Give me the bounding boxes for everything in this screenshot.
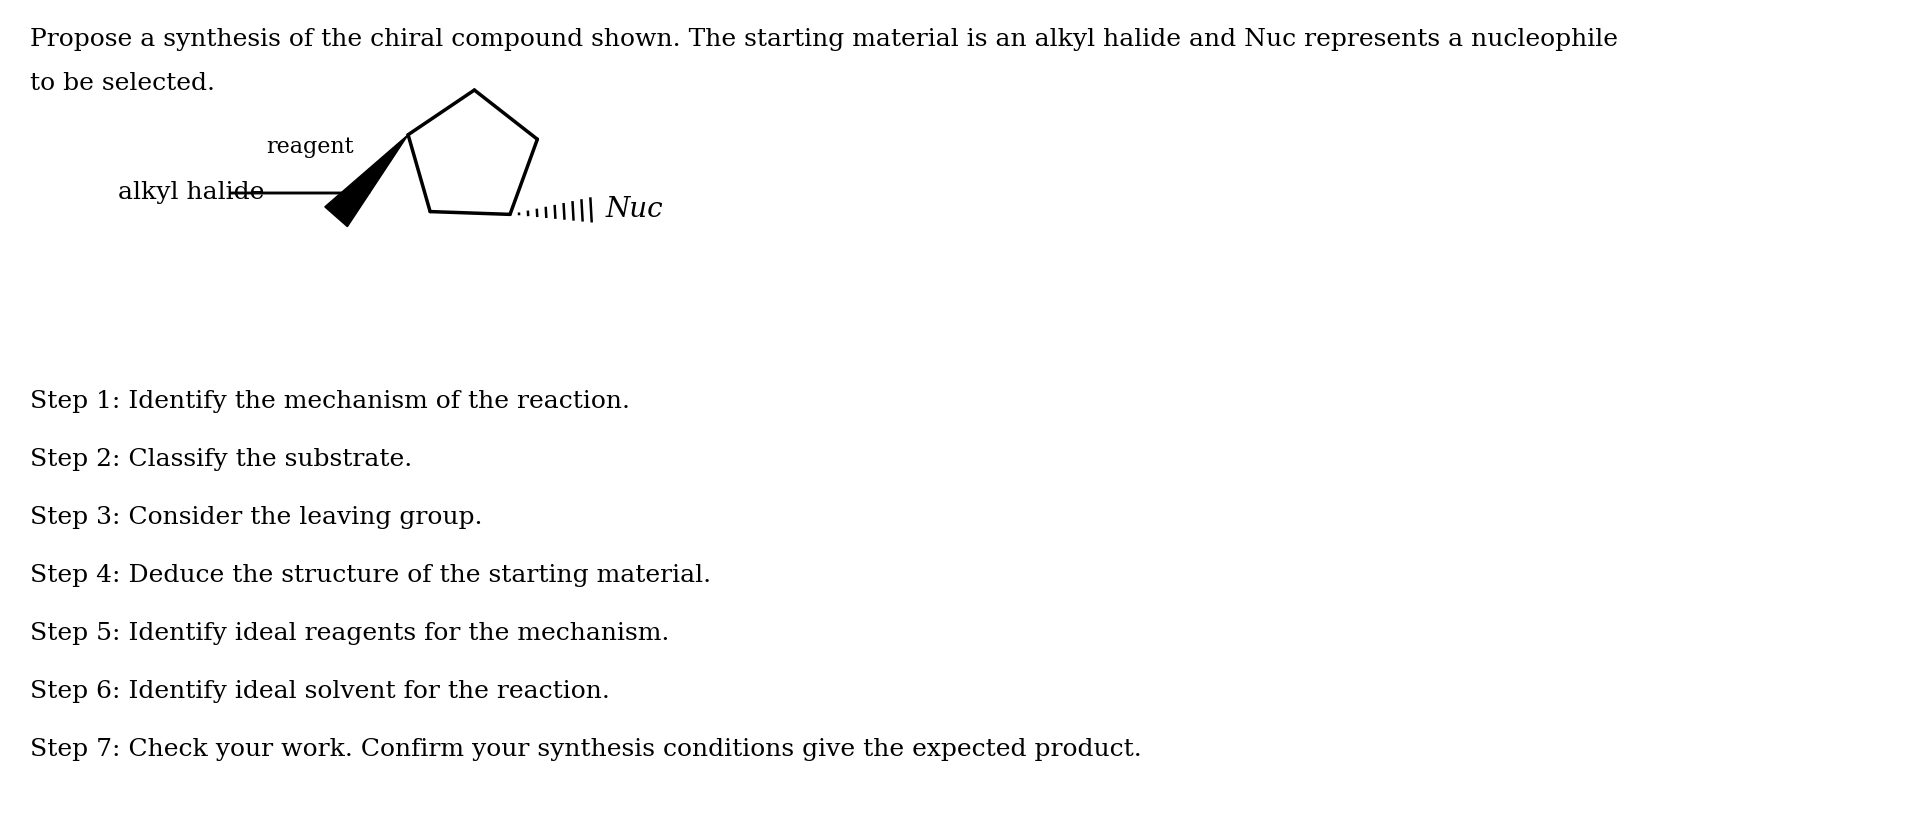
- Text: Step 4: Deduce the structure of the starting material.: Step 4: Deduce the structure of the star…: [31, 564, 711, 587]
- Polygon shape: [324, 135, 409, 226]
- Text: reagent: reagent: [266, 136, 355, 158]
- Text: to be selected.: to be selected.: [31, 72, 216, 95]
- FancyArrow shape: [229, 189, 370, 198]
- Text: Step 7: Check your work. Confirm your synthesis conditions give the expected pro: Step 7: Check your work. Confirm your sy…: [31, 738, 1141, 761]
- Text: Step 2: Classify the substrate.: Step 2: Classify the substrate.: [31, 448, 413, 471]
- Text: Propose a synthesis of the chiral compound shown. The starting material is an al: Propose a synthesis of the chiral compou…: [31, 28, 1618, 51]
- Text: Step 3: Consider the leaving group.: Step 3: Consider the leaving group.: [31, 506, 482, 529]
- Text: Nuc: Nuc: [605, 196, 663, 223]
- Text: alkyl halide: alkyl halide: [118, 182, 264, 204]
- Text: Step 6: Identify ideal solvent for the reaction.: Step 6: Identify ideal solvent for the r…: [31, 680, 609, 703]
- Text: Step 5: Identify ideal reagents for the mechanism.: Step 5: Identify ideal reagents for the …: [31, 622, 669, 645]
- Text: Step 1: Identify the mechanism of the reaction.: Step 1: Identify the mechanism of the re…: [31, 390, 630, 413]
